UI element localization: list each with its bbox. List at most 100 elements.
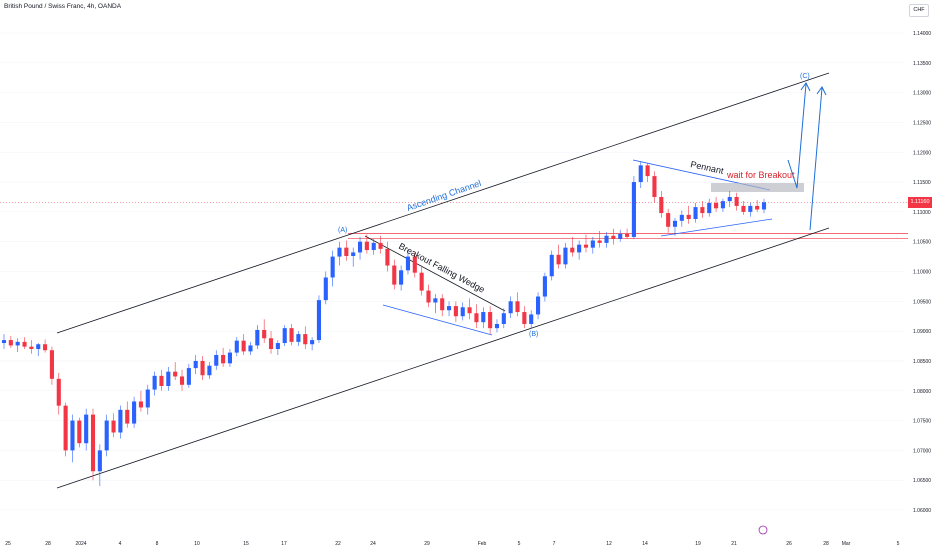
- candle-body: [481, 312, 486, 323]
- price-tick-label: 1.06500: [913, 478, 931, 484]
- price-tick-label: 1.07000: [913, 448, 931, 454]
- candle-body: [515, 301, 520, 313]
- candle-body: [371, 242, 376, 251]
- price-tick-label: 1.09000: [913, 329, 931, 335]
- wave-c-label: (C): [800, 73, 810, 80]
- event-marker[interactable]: [758, 525, 768, 535]
- candle: [426, 284, 431, 308]
- candle: [63, 402, 68, 457]
- candle-body: [138, 401, 143, 408]
- price-tick-label: 1.10500: [913, 240, 931, 246]
- candle-body: [433, 298, 438, 303]
- price-tick-label: 1.08500: [913, 359, 931, 365]
- projection-arrows: [787, 82, 827, 231]
- currency-button[interactable]: CHF: [909, 4, 929, 17]
- candle-body: [200, 360, 205, 376]
- candle: [590, 236, 595, 254]
- candle-body: [522, 312, 527, 324]
- candle-body: [289, 328, 294, 342]
- candle: [193, 354, 198, 375]
- candle-body: [262, 329, 267, 339]
- candle-body: [714, 202, 719, 209]
- candle: [378, 235, 383, 254]
- price-tick-label: 1.13000: [913, 91, 931, 97]
- candle: [255, 325, 260, 350]
- candle-body: [611, 235, 616, 239]
- candle: [310, 337, 315, 351]
- candle: [43, 339, 48, 353]
- candle-body: [214, 354, 219, 366]
- time-tick-label: 28: [823, 541, 829, 547]
- candle-body: [536, 296, 541, 315]
- candle: [625, 228, 630, 239]
- candle-body: [659, 196, 664, 214]
- candle-body: [337, 247, 342, 257]
- candle: [111, 413, 116, 438]
- candle-body: [446, 306, 452, 311]
- pennant-pattern: [632, 159, 804, 237]
- candle: [337, 241, 342, 266]
- candle-body: [255, 329, 260, 346]
- candle-body: [597, 240, 602, 243]
- breakout-zone: [711, 183, 804, 192]
- price-axis[interactable]: 1.14000 1.13500 1.13000 1.12500 1.12000 1.115…: [913, 31, 931, 514]
- ascending-channel: [56, 72, 830, 489]
- candle-body: [440, 298, 445, 311]
- candle-body: [207, 365, 212, 376]
- time-axis[interactable]: 25 28 2024 4 8 10 15 17 22 24 29 Feb 5 7 12 14 19 21 26 28 M…: [5, 541, 899, 547]
- candle-body: [77, 420, 82, 444]
- price-tick-label: 1.08000: [913, 389, 931, 395]
- candle: [577, 240, 582, 260]
- candle-body: [132, 401, 137, 424]
- candle: [296, 331, 301, 347]
- candle: [173, 362, 178, 381]
- event-marker-icon[interactable]: [758, 525, 768, 535]
- candle-body: [344, 247, 349, 256]
- candle-body: [577, 244, 582, 253]
- candle: [488, 306, 493, 335]
- time-tick-label: 2024: [75, 541, 86, 547]
- candle-body: [357, 241, 363, 253]
- candle-body: [282, 328, 287, 344]
- candle: [179, 369, 185, 391]
- candle: [618, 229, 623, 242]
- candle-body: [700, 207, 705, 214]
- candle-body: [570, 247, 575, 253]
- time-tick-label: 8: [156, 541, 159, 547]
- candle-body: [179, 376, 185, 385]
- candle-body: [70, 420, 75, 451]
- price-tick-label: 1.10000: [913, 270, 931, 276]
- candle: [508, 296, 513, 319]
- candle: [371, 238, 376, 255]
- candle: [1, 334, 7, 350]
- candle: [303, 326, 308, 350]
- time-tick-label: 22: [335, 541, 341, 547]
- falling-wedge: [364, 235, 506, 336]
- time-tick-label: 28: [45, 541, 51, 547]
- candle: [70, 414, 75, 463]
- price-tick-label: 1.07500: [913, 419, 931, 425]
- projection-arrowhead-2: [816, 86, 827, 96]
- candle-body: [118, 409, 123, 433]
- candle-body: [29, 346, 34, 350]
- wedge-lower-line: [382, 304, 493, 336]
- candle: [748, 202, 753, 217]
- candle-body: [666, 213, 671, 227]
- candle: [268, 331, 274, 354]
- candle-body: [221, 354, 226, 364]
- price-tick-label: 1.14000: [913, 31, 931, 37]
- candle: [125, 401, 130, 428]
- candle: [138, 390, 143, 412]
- channel-lower-line: [56, 227, 830, 489]
- candlestick-series: [1, 161, 767, 487]
- candle-body: [542, 276, 547, 297]
- candle: [385, 241, 390, 272]
- candle: [481, 307, 486, 329]
- candle-body: [488, 312, 493, 329]
- candle-body: [549, 254, 554, 277]
- candle-body: [268, 338, 274, 350]
- candle: [8, 335, 13, 348]
- candle-body: [529, 314, 534, 324]
- candle: [344, 240, 349, 261]
